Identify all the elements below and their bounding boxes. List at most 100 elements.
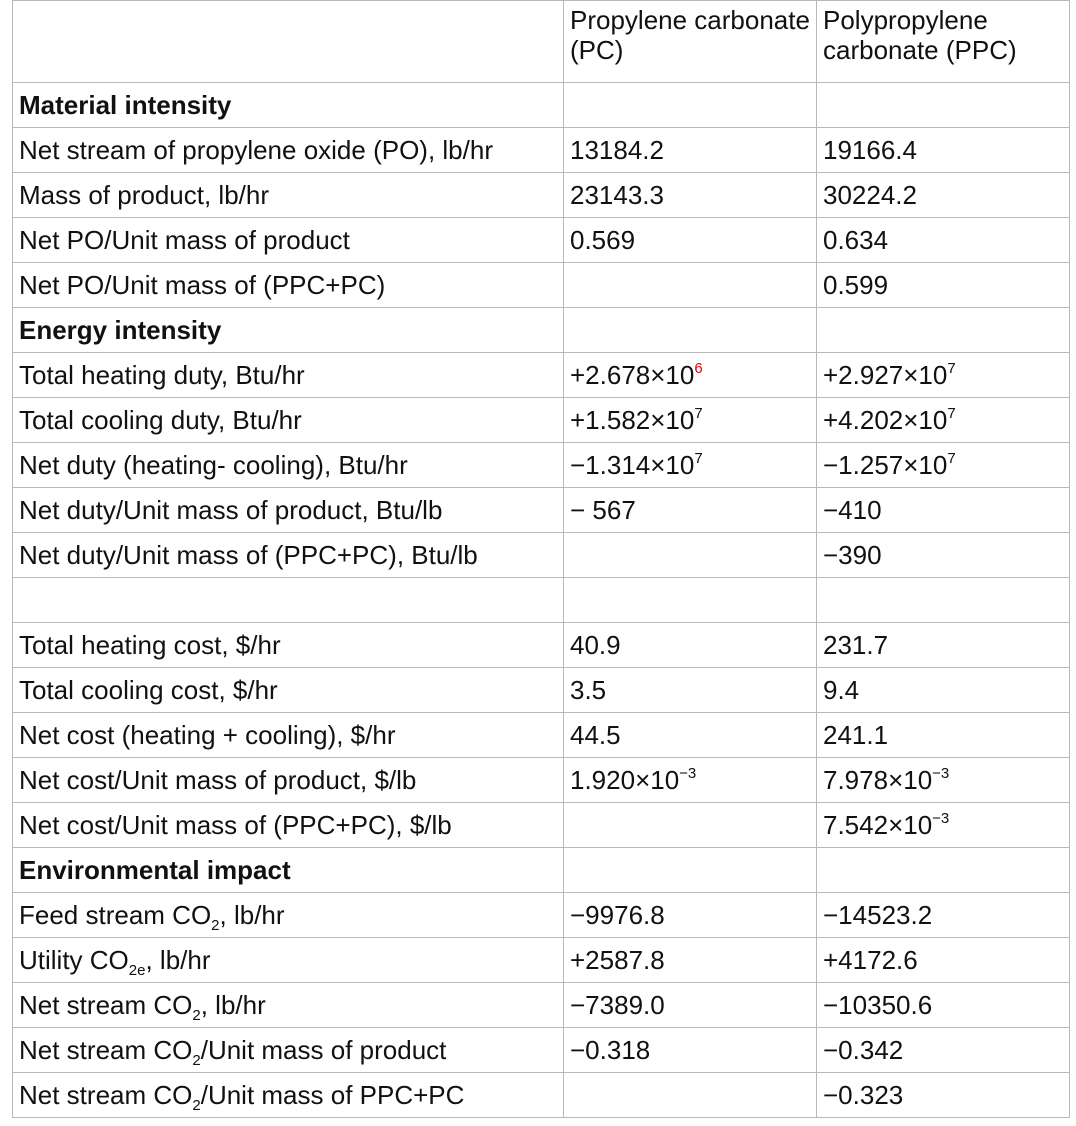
value-cell: 0.599 <box>816 262 1070 308</box>
column-header: Propylene carbonate (PC) <box>563 0 817 83</box>
value-cell: −0.342 <box>816 1027 1070 1073</box>
table-row: Net duty (heating- cooling), Btu/hr −1.31… <box>12 442 1070 488</box>
row-label: Net duty (heating- cooling), Btu/hr <box>12 442 564 488</box>
text-part: +2.927×10 <box>823 360 948 390</box>
row-label: Total heating duty, Btu/hr <box>12 352 564 398</box>
subscript: 2 <box>192 1097 201 1114</box>
row-label: Net PO/Unit mass of (PPC+PC) <box>12 262 564 308</box>
value-cell <box>563 262 817 308</box>
table-row: Material intensity <box>12 82 1070 128</box>
row-label: Feed stream CO2, lb/hr <box>12 892 564 938</box>
row-label: Net duty/Unit mass of (PPC+PC), Btu/lb <box>12 532 564 578</box>
table-row <box>12 577 1070 623</box>
text-part: +2.678×10 <box>570 360 695 390</box>
value-cell: −7389.0 <box>563 982 817 1028</box>
superscript: 6 <box>694 360 703 377</box>
subscript: 2e <box>128 962 146 979</box>
subscript: 2 <box>211 917 220 934</box>
column-header <box>12 0 564 83</box>
value-cell: −14523.2 <box>816 892 1070 938</box>
table-row: Net duty/Unit mass of (PPC+PC), Btu/lb −3… <box>12 532 1070 578</box>
text-part: +4.202×10 <box>823 405 948 435</box>
value-cell: 3.5 <box>563 667 817 713</box>
value-cell: 0.569 <box>563 217 817 263</box>
value-cell <box>563 1072 817 1118</box>
value-cell: 44.5 <box>563 712 817 758</box>
value-cell: +4172.6 <box>816 937 1070 983</box>
table-row: Energy intensity <box>12 307 1070 353</box>
value-cell: 23143.3 <box>563 172 817 218</box>
empty-cell <box>816 847 1070 893</box>
row-label: Net cost/Unit mass of (PPC+PC), $/lb <box>12 802 564 848</box>
superscript: 7 <box>947 450 956 467</box>
row-label: Net cost (heating + cooling), $/hr <box>12 712 564 758</box>
value-cell: +2587.8 <box>563 937 817 983</box>
table-row: Utility CO2e, lb/hr +2587.8 +4172.6 <box>12 937 1070 983</box>
header-row: Propylene carbonate (PC) Polypropylene ca… <box>12 0 1070 83</box>
table-row: Net cost/Unit mass of product, $/lb 1.920… <box>12 757 1070 803</box>
superscript: 7 <box>694 450 703 467</box>
table-row: Feed stream CO2, lb/hr −9976.8 −14523.2 <box>12 892 1070 938</box>
value-cell: 0.634 <box>816 217 1070 263</box>
column-header: Polypropylene carbonate (PPC) <box>816 0 1070 83</box>
value-cell: +4.202×107 <box>816 397 1070 443</box>
empty-cell <box>816 82 1070 128</box>
row-label: Total cooling cost, $/hr <box>12 667 564 713</box>
value-cell: 19166.4 <box>816 127 1070 173</box>
row-label: Net stream CO2, lb/hr <box>12 982 564 1028</box>
value-cell <box>563 802 817 848</box>
empty-cell <box>816 307 1070 353</box>
text-part: −1.314×10 <box>570 450 695 480</box>
value-cell: 7.542×10−3 <box>816 802 1070 848</box>
value-cell: 13184.2 <box>563 127 817 173</box>
value-cell: 1.920×10−3 <box>563 757 817 803</box>
table-row: Net PO/Unit mass of product 0.569 0.634 <box>12 217 1070 263</box>
text-part: Net stream CO <box>19 1035 193 1065</box>
table-row: Net stream CO2, lb/hr −7389.0 −10350.6 <box>12 982 1070 1028</box>
text-part: /Unit mass of PPC+PC <box>200 1080 465 1110</box>
value-cell <box>563 577 817 623</box>
table-row: Net cost/Unit mass of (PPC+PC), $/lb 7.54… <box>12 802 1070 848</box>
empty-cell <box>563 847 817 893</box>
text-part: /Unit mass of product <box>200 1035 447 1065</box>
row-label: Net cost/Unit mass of product, $/lb <box>12 757 564 803</box>
value-cell <box>563 532 817 578</box>
table-row: Net stream CO2/Unit mass of PPC+PC −0.323 <box>12 1072 1070 1118</box>
row-label: Total cooling duty, Btu/hr <box>12 397 564 443</box>
data-table: Propylene carbonate (PC) Polypropylene ca… <box>12 0 1070 1118</box>
table-row: Total cooling cost, $/hr 3.5 9.4 <box>12 667 1070 713</box>
text-part: Feed stream CO <box>19 900 212 930</box>
value-cell: 231.7 <box>816 622 1070 668</box>
row-label: Net PO/Unit mass of product <box>12 217 564 263</box>
text-part: 7.542×10 <box>823 810 933 840</box>
value-cell: +2.678×106 <box>563 352 817 398</box>
table-row: Total heating duty, Btu/hr +2.678×106 +2.9… <box>12 352 1070 398</box>
superscript: 7 <box>694 405 703 422</box>
table-row: Total cooling duty, Btu/hr +1.582×107 +4.2… <box>12 397 1070 443</box>
row-label <box>12 577 564 623</box>
row-label: Net stream CO2/Unit mass of PPC+PC <box>12 1072 564 1118</box>
section-heading: Material intensity <box>12 82 564 128</box>
row-label: Net stream CO2/Unit mass of product <box>12 1027 564 1073</box>
table-body: Propylene carbonate (PC) Polypropylene ca… <box>12 0 1070 1118</box>
value-cell: 9.4 <box>816 667 1070 713</box>
row-label: Mass of product, lb/hr <box>12 172 564 218</box>
subscript: 2 <box>192 1007 201 1024</box>
value-cell: 241.1 <box>816 712 1070 758</box>
value-cell: +1.582×107 <box>563 397 817 443</box>
row-label: Net stream of propylene oxide (PO), lb/h… <box>12 127 564 173</box>
text-part: , lb/hr <box>200 990 266 1020</box>
table-row: Total heating cost, $/hr 40.9 231.7 <box>12 622 1070 668</box>
superscript: 7 <box>947 405 956 422</box>
value-cell: +2.927×107 <box>816 352 1070 398</box>
empty-cell <box>563 307 817 353</box>
empty-cell <box>563 82 817 128</box>
text-part: Net stream CO <box>19 1080 193 1110</box>
text-part: Utility CO <box>19 945 129 975</box>
table-row: Net cost (heating + cooling), $/hr 44.5 24… <box>12 712 1070 758</box>
row-label: Net duty/Unit mass of product, Btu/lb <box>12 487 564 533</box>
row-label: Total heating cost, $/hr <box>12 622 564 668</box>
value-cell: −0.318 <box>563 1027 817 1073</box>
text-part: , lb/hr <box>145 945 211 975</box>
